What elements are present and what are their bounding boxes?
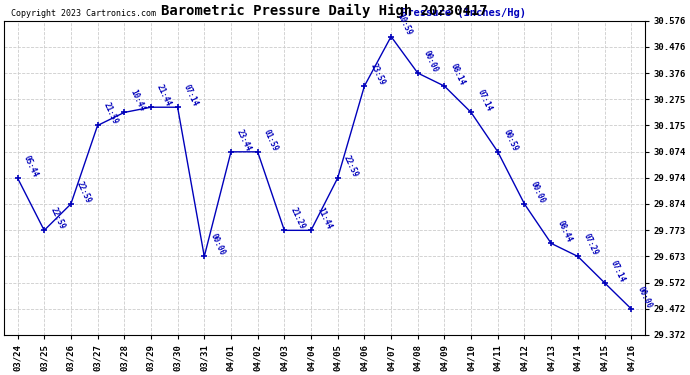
Text: 10:59: 10:59 — [395, 12, 413, 37]
Text: 22:59: 22:59 — [75, 180, 93, 205]
Title: Barometric Pressure Daily High 20230417: Barometric Pressure Daily High 20230417 — [161, 4, 488, 18]
Text: 22:59: 22:59 — [342, 154, 359, 178]
Text: 10:44: 10:44 — [128, 88, 146, 113]
Text: 21:59: 21:59 — [101, 101, 119, 126]
Text: 22:59: 22:59 — [48, 206, 66, 231]
Text: 05:44: 05:44 — [21, 154, 39, 178]
Text: Copyright 2023 Cartronics.com: Copyright 2023 Cartronics.com — [10, 9, 155, 18]
Text: 00:00: 00:00 — [635, 285, 653, 309]
Text: 07:14: 07:14 — [475, 88, 493, 113]
Text: 23:44: 23:44 — [235, 128, 253, 152]
Text: 07:14: 07:14 — [181, 83, 199, 108]
Text: 08:44: 08:44 — [555, 219, 573, 244]
Text: 00:00: 00:00 — [422, 49, 440, 74]
Text: 21:44: 21:44 — [155, 83, 173, 108]
Text: 01:59: 01:59 — [262, 128, 279, 152]
Text: 11:44: 11:44 — [315, 206, 333, 231]
Text: 00:00: 00:00 — [529, 180, 546, 205]
Text: 21:29: 21:29 — [288, 206, 306, 231]
Text: 23:59: 23:59 — [368, 62, 386, 87]
Text: 07:29: 07:29 — [582, 232, 600, 257]
Text: 00:59: 00:59 — [502, 128, 520, 152]
Text: Pressure (Inches/Hg): Pressure (Inches/Hg) — [401, 8, 526, 18]
Text: 08:14: 08:14 — [448, 62, 466, 87]
Text: 00:00: 00:00 — [208, 232, 226, 257]
Text: 07:14: 07:14 — [609, 259, 627, 284]
